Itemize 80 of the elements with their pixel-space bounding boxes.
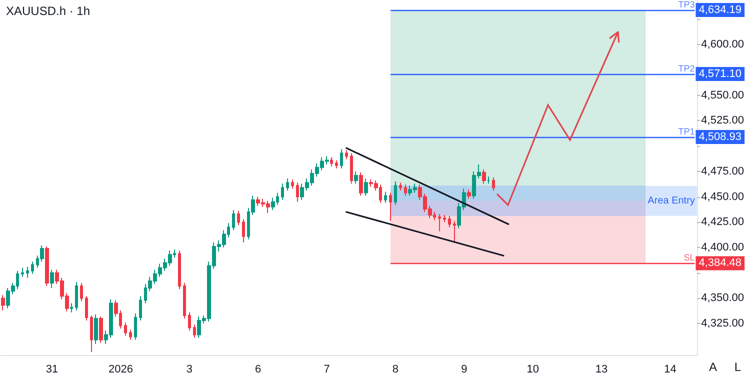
candlestick [340,148,343,169]
candlestick [492,177,495,192]
candlestick [448,216,451,228]
y-tick-label: 4,600.00 [701,38,744,51]
candlestick [45,246,49,287]
candlestick [129,329,132,340]
x-tick-label: 7 [324,364,330,376]
candlestick [487,176,490,184]
candlestick [384,191,387,204]
y-tick-label: 4,350.00 [701,292,744,304]
x-tick-label: 8 [392,364,399,376]
text: 4,634.19 [698,4,742,16]
x-tick-label: 13 [595,364,608,376]
candlestick [443,214,446,223]
candlestick [242,218,245,243]
candlestick [453,220,456,243]
candlestick [438,214,441,232]
candlestick [354,170,358,184]
candlestick [296,182,299,202]
candlestick [286,178,289,192]
candlestick [193,324,196,338]
candlestick [139,296,142,322]
candlestick [80,282,83,302]
candlestick [1,294,5,311]
candlestick [75,281,78,311]
text: L [734,360,742,374]
x-tick-label: 10 [526,364,539,376]
ref-line-label: TP3 [678,0,695,10]
y-tick-label: 4,425.00 [701,216,744,228]
candlestick [330,156,333,167]
candlestick [350,152,353,184]
ref-line-label: TP2 [678,63,695,74]
candlestick [399,182,402,192]
candlestick [134,312,137,340]
candlestick [291,179,294,190]
candlestick [90,314,93,352]
candlestick [31,261,34,274]
x-tick-label: 9 [461,364,468,376]
x-tick-label: 3 [186,364,192,376]
candlestick [183,282,186,319]
y-tick-label: 4,325.00 [701,318,744,330]
candlestick [404,184,407,196]
candlestick [237,210,240,226]
candlestick [124,322,127,336]
y-tick-label: 4,525.00 [701,114,744,127]
candlestick [94,314,98,344]
candlestick [389,192,392,222]
band-label: Area Entry [648,195,695,206]
candlestick [482,168,486,184]
ref-line-label: SL [684,252,695,263]
x-tick-label: 31 [46,364,58,376]
candlestick [50,269,54,289]
candlestick [335,160,338,169]
candlestick [364,178,368,196]
y-tick-label: 4,550.00 [701,89,744,102]
x-tick-label: 14 [664,364,676,376]
chart-title: XAUUSD.h · 1h [6,4,90,18]
text: 4,384.48 [698,257,742,270]
ref-line-label: TP1 [678,126,695,136]
candlestick [70,302,73,313]
candlestick [21,267,24,278]
text: 4,571.10 [698,68,742,80]
candlestick [467,189,471,200]
candlestick [85,296,88,322]
y-tick-label: 4,450.00 [701,190,744,203]
text: 4,508.93 [698,131,742,143]
candlestick [188,312,191,332]
candlestick [394,181,397,206]
y-tick-label: 4,400.00 [701,241,744,254]
candlestick [99,316,103,344]
x-tick-label: 6 [255,364,262,376]
candlestick [359,172,363,196]
candlestick [345,150,348,160]
candlestick [178,250,181,290]
candlestick [232,209,235,231]
y-tick-label: 4,475.00 [701,165,744,178]
text: A [708,360,718,374]
candlestick [26,266,29,278]
x-tick-label: 2026 [108,364,133,376]
candlestick [281,183,284,200]
